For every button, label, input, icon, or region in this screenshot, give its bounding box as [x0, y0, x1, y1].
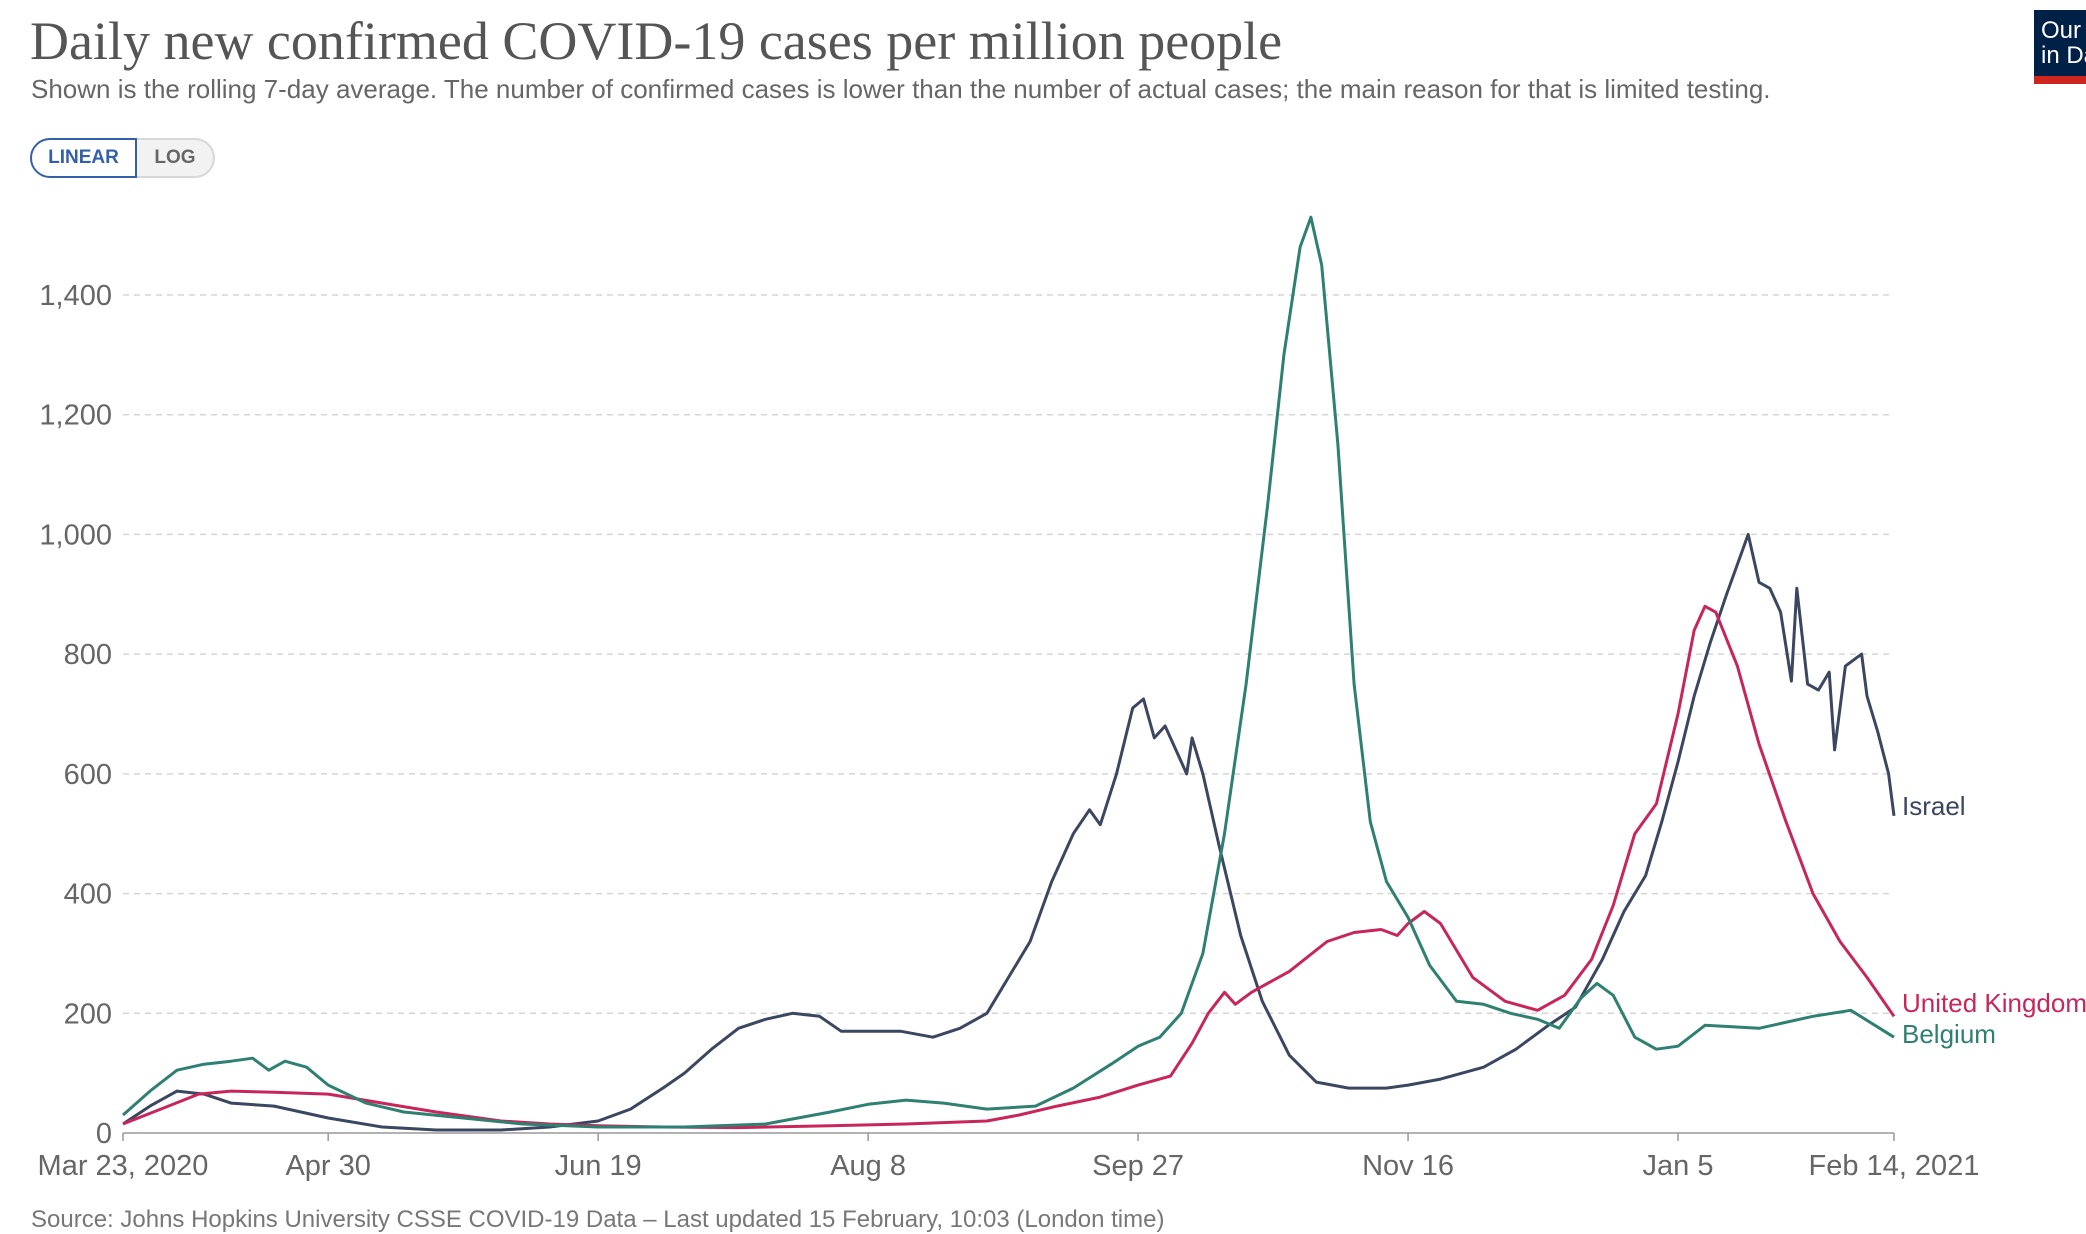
series-line-united-kingdom — [122, 604, 1896, 1130]
series-line-israel — [122, 532, 1896, 1132]
x-tick-label: Nov 16 — [1362, 1150, 1454, 1182]
series-label: Belgium — [1902, 1019, 1996, 1049]
log-scale-button[interactable]: LOG — [137, 138, 215, 178]
x-tick-label: Sep 27 — [1092, 1150, 1184, 1182]
series-label: Israel — [1902, 791, 1966, 821]
y-tick-label: 1,400 — [39, 280, 112, 312]
x-tick-label: Mar 23, 2020 — [38, 1150, 209, 1182]
y-tick-label: 200 — [64, 998, 112, 1030]
x-tick-label: Jan 5 — [1643, 1150, 1714, 1182]
chart-subtitle: Shown is the rolling 7-day average. The … — [31, 74, 1771, 104]
chart-title: Daily new confirmed COVID-19 cases per m… — [30, 11, 1283, 71]
y-tick-label: 1,000 — [39, 519, 112, 551]
owid-logo[interactable]: Our World in Data — [2034, 10, 2086, 84]
y-tick-label: 400 — [64, 879, 112, 911]
series-label: United Kingdom — [1902, 988, 2086, 1018]
source-note: Source: Johns Hopkins University CSSE CO… — [31, 1206, 1165, 1233]
x-tick-label: Aug 8 — [830, 1150, 906, 1182]
y-tick-label: 1,200 — [39, 400, 112, 432]
linear-scale-button[interactable]: LINEAR — [30, 138, 137, 178]
y-tick-label: 600 — [64, 759, 112, 791]
series-line-belgium — [122, 215, 1895, 1129]
y-tick-label: 0 — [96, 1118, 112, 1150]
x-tick-label: Apr 30 — [285, 1150, 370, 1182]
y-tick-label: 800 — [64, 639, 112, 671]
x-tick-label: Feb 14, 2021 — [1809, 1150, 1980, 1182]
scale-toggle: LINEAR LOG — [30, 138, 215, 178]
x-tick-label: Jun 19 — [555, 1150, 642, 1182]
